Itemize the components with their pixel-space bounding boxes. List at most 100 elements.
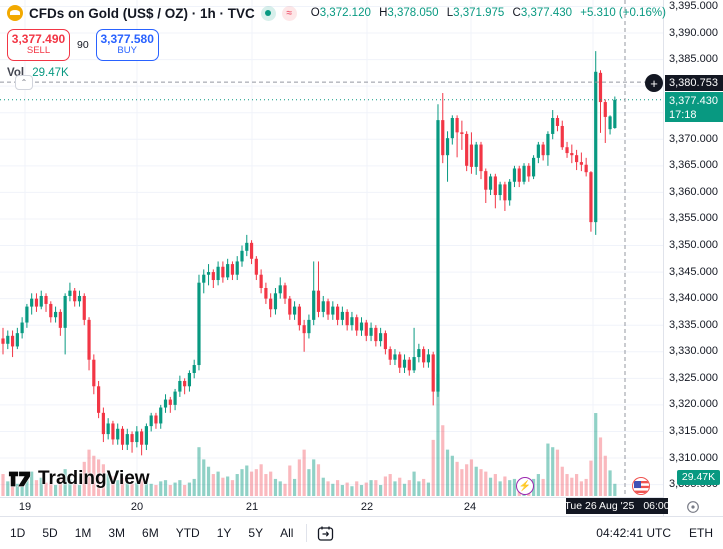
volume-bar: [479, 469, 483, 496]
volume-bar: [598, 437, 603, 496]
candle-body: [226, 264, 230, 278]
candle-body: [292, 306, 297, 315]
candlestick-plot[interactable]: [0, 0, 663, 497]
candle-body: [288, 298, 292, 315]
candle-body: [240, 250, 244, 262]
candle-body: [445, 138, 450, 156]
candle-body: [594, 71, 598, 223]
crosshair-date: Tue 26 Aug '25: [564, 500, 635, 512]
range-button-5Y[interactable]: 5Y: [248, 523, 263, 543]
volume-bar: [445, 449, 450, 496]
sell-button[interactable]: 3,377.490 SELL: [7, 29, 70, 61]
volume-bar: [594, 413, 598, 496]
range-button-1Y[interactable]: 1Y: [217, 523, 232, 543]
range-button-1D[interactable]: 1D: [10, 523, 25, 543]
delayed-data-icon[interactable]: ≈: [281, 5, 297, 21]
candle-body: [402, 359, 407, 368]
range-button-YTD[interactable]: YTD: [176, 523, 200, 543]
volume-bar: [154, 485, 158, 496]
volume-bar: [407, 480, 411, 496]
volume-bar: [455, 461, 459, 496]
candle-body: [412, 357, 416, 371]
volume-bar: [240, 469, 244, 496]
volume-bar: [149, 483, 153, 496]
volume-bar: [398, 477, 402, 496]
price-tick: 3,325.000: [669, 371, 718, 384]
market-status-icon[interactable]: [260, 5, 276, 21]
range-button-6M[interactable]: 6M: [142, 523, 159, 543]
us-market-flag-icon: [632, 477, 650, 495]
legend-collapse-button[interactable]: ⌃: [15, 75, 33, 90]
crosshair-plus-icon[interactable]: +: [645, 74, 663, 92]
candle-body: [383, 333, 387, 350]
candle-body: [254, 258, 258, 275]
volume-bar: [326, 481, 330, 496]
volume-bar: [116, 480, 120, 496]
candle-body: [135, 431, 139, 443]
volume-bar: [216, 471, 220, 496]
price-scale-settings[interactable]: [663, 497, 723, 516]
candle-body: [570, 153, 574, 156]
volume-bar: [422, 478, 426, 496]
range-button-1M[interactable]: 1M: [75, 523, 92, 543]
candle-body: [364, 322, 368, 336]
range-button-5D[interactable]: 5D: [42, 523, 57, 543]
volume-bar: [331, 483, 335, 496]
session-indicator[interactable]: ETH: [689, 526, 713, 540]
watermark-text: TradingView: [38, 468, 150, 489]
candle-body: [422, 349, 426, 363]
range-button-3M[interactable]: 3M: [108, 523, 125, 543]
candle-body: [551, 118, 555, 134]
go-to-date-button[interactable]: [317, 525, 334, 542]
candle-body: [340, 311, 344, 320]
price-scale[interactable]: 3,305.0003,310.0003,315.0003,320.0003,32…: [663, 0, 723, 516]
price-tick: 3,335.000: [669, 318, 718, 331]
volume-bar: [474, 466, 478, 496]
candle-body: [168, 399, 172, 405]
candle-body: [183, 380, 187, 387]
time-axis[interactable]: 19 20 21 22 24: [0, 497, 663, 516]
candle-body: [355, 317, 359, 331]
candle-body: [517, 168, 521, 182]
candle-body: [125, 434, 129, 445]
volume-bar: [87, 449, 91, 496]
volume-bar: [321, 477, 325, 496]
volume-bar: [192, 478, 196, 496]
candle-body: [101, 412, 105, 435]
candle-body: [465, 133, 469, 166]
candle-body: [560, 125, 564, 148]
candle-body: [455, 118, 459, 133]
volume-bar: [173, 482, 177, 496]
candle-body: [116, 428, 120, 440]
symbol-title[interactable]: CFDs on Gold (US$ / OZ) · 1h · TVC: [29, 5, 255, 21]
price-tick: 3,330.000: [669, 345, 718, 358]
buy-button[interactable]: 3,377.580 BUY: [95, 29, 159, 61]
range-button-All[interactable]: All: [280, 523, 293, 543]
candle-body: [441, 120, 445, 156]
chart-canvas[interactable]: TradingView + ⚡: [0, 0, 663, 497]
volume-bar: [541, 478, 545, 496]
volume-bar: [6, 481, 10, 496]
volume-bar: [374, 480, 378, 496]
last-price-badge: 3,377.430 17:18: [665, 92, 723, 122]
candle-body: [197, 282, 201, 366]
volume-bar: [58, 478, 62, 496]
volume-bar: [101, 464, 105, 496]
candle-body: [235, 261, 239, 275]
candle-body: [345, 311, 349, 326]
instant-trading-lightning-icon[interactable]: ⚡: [516, 477, 534, 495]
volume-bar: [336, 480, 340, 496]
candle-body: [273, 293, 278, 310]
time-tick: 20: [130, 501, 144, 513]
volume-bar: [10, 478, 15, 496]
volume-bar: [178, 480, 182, 496]
volume-bar: [82, 461, 86, 496]
candle-body: [336, 306, 340, 320]
candle-body: [316, 290, 321, 312]
volume-bar: [393, 481, 397, 496]
candle-body: [216, 266, 220, 281]
utc-clock[interactable]: 04:42:41 UTC: [596, 526, 671, 540]
time-tick: 19: [18, 501, 32, 513]
price-tick: 3,385.000: [669, 53, 718, 66]
volume-bar: [560, 466, 564, 496]
